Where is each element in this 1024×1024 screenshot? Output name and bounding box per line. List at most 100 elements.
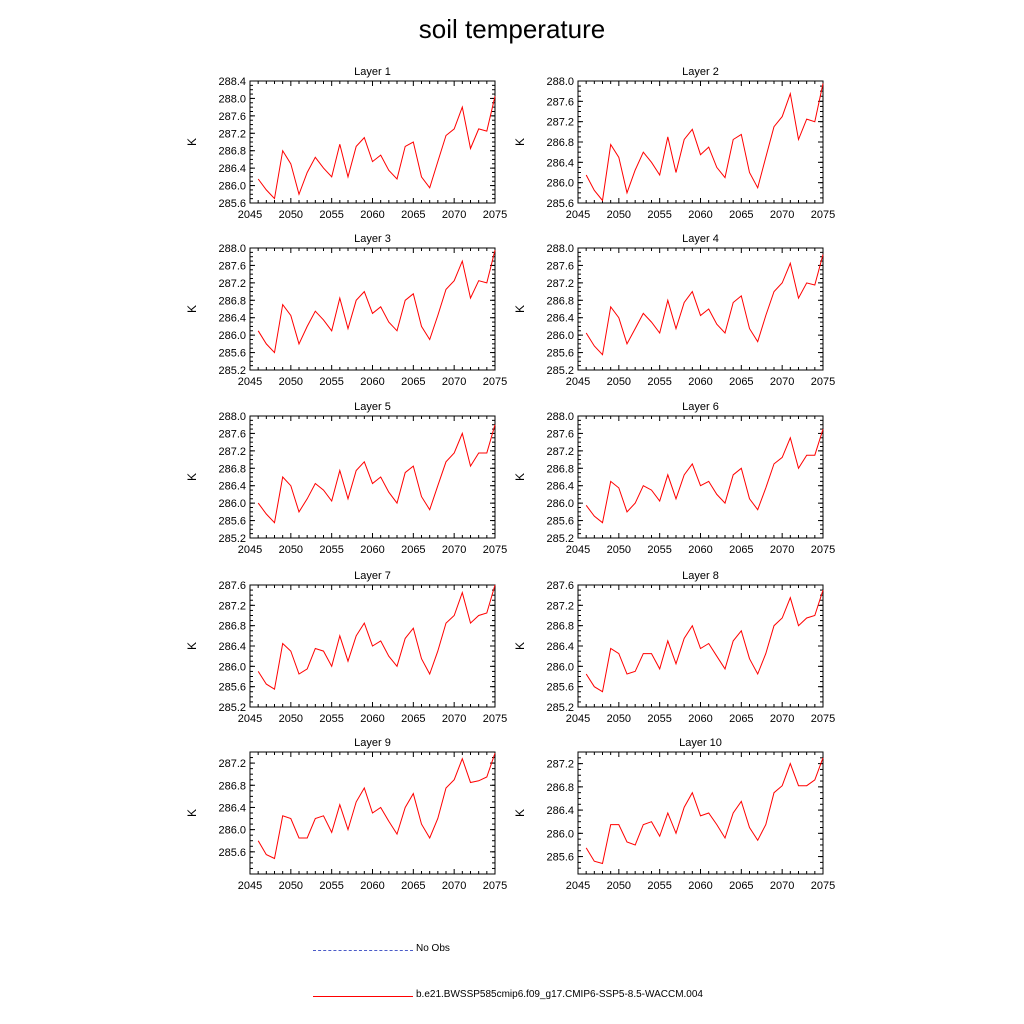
x-tick-label: 2060 [360,713,384,725]
y-tick-label: 285.6 [218,682,246,694]
x-tick-label: 2075 [811,376,835,388]
x-tick-label: 2075 [483,880,507,892]
y-tick-label: 286.8 [218,780,246,792]
y-tick-label: 287.2 [218,758,246,770]
y-tick-label: 288.0 [218,243,246,255]
x-tick-label: 2060 [360,544,384,556]
plot-frame [249,80,496,204]
x-tick-label: 2050 [607,880,631,892]
plot-frame [577,415,824,539]
y-axis-label: K [185,809,199,817]
y-tick-label: 286.0 [546,828,574,840]
panel-title: Layer 3 [354,233,391,245]
y-axis-label: K [513,642,527,650]
y-tick-label: 286.4 [218,313,246,325]
panel-title: Layer 10 [679,737,722,749]
series-line [257,96,496,200]
y-tick-label: 285.6 [546,682,574,694]
x-tick-label: 2070 [442,209,466,221]
x-tick-label: 2075 [811,544,835,556]
x-tick-label: 2050 [607,209,631,221]
x-tick-label: 2050 [279,713,303,725]
y-tick-label: 286.0 [218,498,246,510]
x-tick-label: 2045 [238,376,262,388]
x-tick-label: 2070 [770,544,794,556]
x-tick-label: 2045 [238,209,262,221]
y-tick-label: 285.6 [218,847,246,859]
x-tick-label: 2050 [279,544,303,556]
y-tick-label: 287.2 [218,600,246,612]
y-tick-label: 285.6 [546,348,574,360]
panel-title: Layer 7 [354,570,391,582]
chart-panel-6: Layer 6 K 2045 2050 2055 2060 2065 2070 2075 285.… [513,401,835,556]
plot-frame [577,584,824,708]
panel-title: Layer 1 [354,66,391,78]
chart-panel-7: Layer 7 K 2045 2050 2055 2060 2065 2070 2075 285.… [185,570,507,725]
y-tick-label: 286.0 [546,661,574,673]
y-tick-label: 286.0 [546,330,574,342]
y-tick-label: 286.0 [546,498,574,510]
chart-panel-5: Layer 5 K 2045 2050 2055 2060 2065 2070 2075 285.… [185,401,507,556]
panel-title: Layer 4 [682,233,719,245]
y-tick-label: 288.4 [218,76,246,88]
y-tick-label: 285.6 [218,198,246,210]
y-tick-label: 286.4 [218,802,246,814]
y-tick-label: 286.8 [218,621,246,633]
y-tick-label: 287.2 [546,278,574,290]
chart-panel-4: Layer 4 K 2045 2050 2055 2060 2065 2070 2075 285.… [513,233,835,388]
y-tick-label: 287.2 [546,600,574,612]
series-line [585,757,824,865]
y-tick-label: 287.2 [218,446,246,458]
y-tick-label: 285.6 [218,348,246,360]
legend-obs: No Obs [0,940,1024,960]
series-line [257,424,496,524]
plot-frame [577,247,824,371]
y-tick-label: 287.6 [218,580,246,592]
y-axis-label: K [185,305,199,313]
x-tick-label: 2050 [607,376,631,388]
panel-title: Layer 9 [354,737,391,749]
y-tick-label: 286.8 [546,137,574,149]
plot-frame [249,247,496,371]
x-tick-label: 2045 [566,209,590,221]
y-tick-label: 286.0 [218,661,246,673]
x-tick-label: 2075 [483,209,507,221]
x-tick-label: 2075 [811,880,835,892]
x-tick-label: 2075 [483,376,507,388]
series-line [257,752,496,860]
x-tick-label: 2055 [319,713,343,725]
y-tick-label: 287.6 [218,260,246,272]
y-tick-label: 286.4 [546,157,574,169]
y-tick-label: 285.6 [218,516,246,528]
x-tick-label: 2055 [319,880,343,892]
x-tick-label: 2075 [811,713,835,725]
x-tick-label: 2045 [238,544,262,556]
y-tick-label: 286.0 [546,178,574,190]
x-tick-label: 2050 [279,880,303,892]
x-tick-label: 2050 [607,713,631,725]
x-tick-label: 2060 [360,209,384,221]
y-tick-label: 287.6 [546,428,574,440]
x-tick-label: 2055 [319,209,343,221]
y-tick-label: 287.2 [546,117,574,129]
y-tick-label: 288.0 [546,411,574,423]
x-tick-label: 2065 [729,544,753,556]
x-tick-label: 2060 [688,544,712,556]
x-tick-label: 2070 [770,209,794,221]
y-tick-label: 286.8 [218,295,246,307]
legend-obs-label: No Obs [416,943,450,954]
y-tick-label: 288.0 [546,243,574,255]
x-tick-label: 2070 [770,713,794,725]
x-tick-label: 2065 [729,376,753,388]
series-line [257,584,496,691]
x-tick-label: 2060 [688,880,712,892]
x-tick-label: 2060 [688,376,712,388]
series-line [585,254,824,356]
x-tick-label: 2070 [770,880,794,892]
y-tick-label: 286.8 [546,621,574,633]
y-axis-label: K [513,138,527,146]
x-tick-label: 2055 [647,713,671,725]
x-tick-label: 2065 [729,209,753,221]
y-tick-label: 285.2 [546,533,574,545]
y-tick-label: 287.2 [218,128,246,140]
